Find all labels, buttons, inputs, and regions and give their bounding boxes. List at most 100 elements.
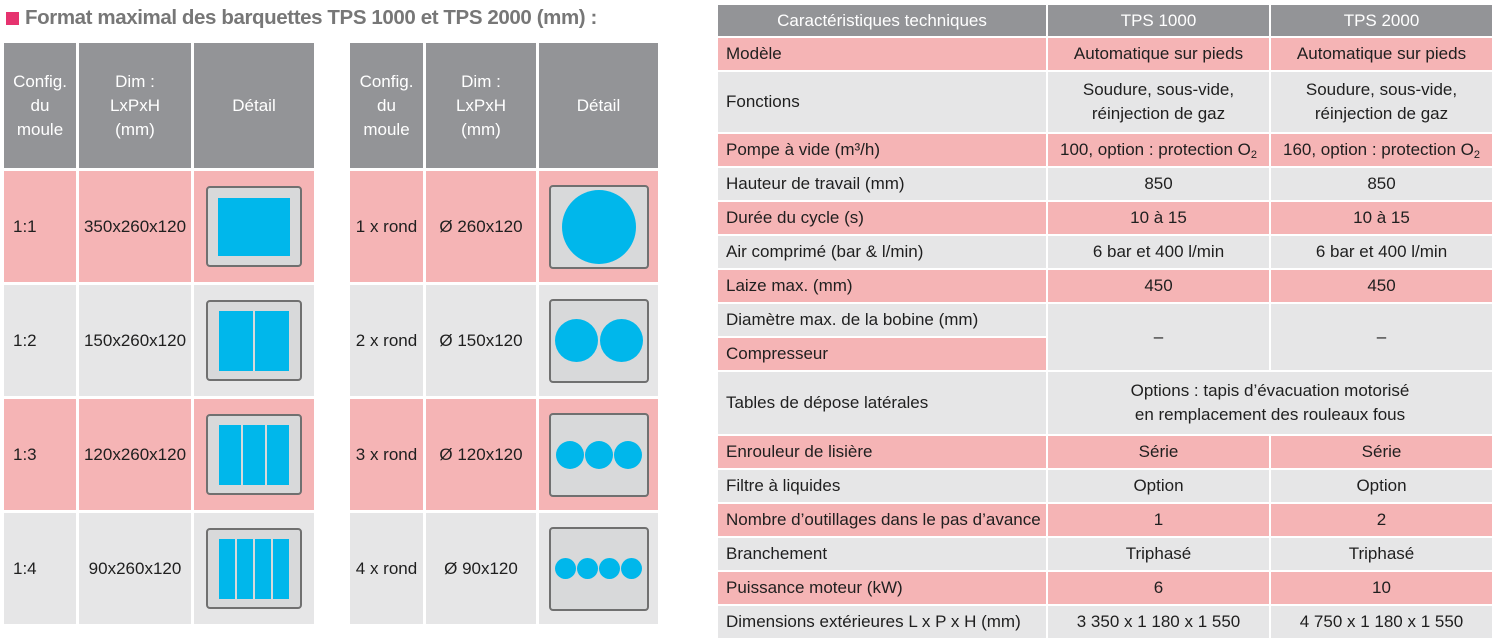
spec-value-tps1000: Automatique sur pieds: [1048, 38, 1269, 70]
detail-cell: [194, 171, 314, 282]
spec-label: Puissance moteur (kW): [718, 572, 1046, 604]
header-config: Config. du moule: [350, 43, 423, 168]
spec-label: Dimensions extérieures L x P x H (mm): [718, 606, 1046, 638]
detail-cell: [194, 399, 314, 510]
spec-value-tps2000: Automatique sur pieds: [1271, 38, 1492, 70]
spec-label: Fonctions: [718, 72, 1046, 132]
table-row: 1 x rond Ø 260x120: [350, 171, 658, 282]
table-row: Branchement Triphasé Triphasé: [718, 538, 1492, 570]
detail-cell: [194, 513, 314, 624]
spec-value-tps2000: 160, option : protection O2: [1271, 134, 1492, 166]
config-cell: 2 x rond: [350, 285, 423, 396]
spec-value-tps2000: Option: [1271, 470, 1492, 502]
config-cell: 1 x rond: [350, 171, 423, 282]
spec-value-tps1000: 10 à 15: [1048, 202, 1269, 234]
one-circle-icon: [548, 184, 649, 269]
spec-value-tps1000: 6: [1048, 572, 1269, 604]
config-cell: 1:2: [4, 285, 76, 396]
spec-value-tps2000: 4 750 x 1 180 x 1 550: [1271, 606, 1492, 638]
dim-cell: Ø 90x120: [426, 513, 536, 624]
specs-header-label: Caractéristiques techniques: [718, 5, 1046, 36]
spec-value-tps1000: Série: [1048, 436, 1269, 468]
table-row: 1:3 120x260x120: [4, 399, 314, 510]
spec-label: Enrouleur de lisière: [718, 436, 1046, 468]
table-row: Laize max. (mm) 450 450: [718, 270, 1492, 302]
spec-value-tps2000: 6 bar et 400 l/min: [1271, 236, 1492, 268]
technical-specs-table: Caractéristiques techniques TPS 1000 TPS…: [716, 3, 1494, 640]
three-circles-icon: [548, 412, 649, 497]
spec-value-tps2000: 10: [1271, 572, 1492, 604]
config-cell: 1:3: [4, 399, 76, 510]
spec-value-tps2000: –: [1271, 304, 1492, 370]
dim-cell: Ø 120x120: [426, 399, 536, 510]
page-title: Format maximal des barquettes TPS 1000 e…: [6, 5, 597, 31]
spec-value-tps1000: 850: [1048, 168, 1269, 200]
spec-label: Modèle: [718, 38, 1046, 70]
table-row: Pompe à vide (m³/h) 100, option : protec…: [718, 134, 1492, 166]
spec-label: Air comprimé (bar & l/min): [718, 236, 1046, 268]
specs-header-tps1000: TPS 1000: [1048, 5, 1269, 36]
table-row: 2 x rond Ø 150x120: [350, 285, 658, 396]
spec-value-tps2000: Série: [1271, 436, 1492, 468]
spec-value-tps2000: 850: [1271, 168, 1492, 200]
dim-cell: Ø 150x120: [426, 285, 536, 396]
spec-value-tps1000: 450: [1048, 270, 1269, 302]
spec-value-tps1000: 100, option : protection O2: [1048, 134, 1269, 166]
spec-value-tps1000: 6 bar et 400 l/min: [1048, 236, 1269, 268]
three-rectangles-icon: [206, 414, 302, 495]
spec-label: Filtre à liquides: [718, 470, 1046, 502]
title-bullet-icon: [6, 11, 19, 25]
spec-value-tps1000: Option: [1048, 470, 1269, 502]
config-cell: 4 x rond: [350, 513, 423, 624]
spec-label: Laize max. (mm): [718, 270, 1046, 302]
spec-value-tps1000: Triphasé: [1048, 538, 1269, 570]
table-row: 3 x rond Ø 120x120: [350, 399, 658, 510]
table-row: Modèle Automatique sur pieds Automatique…: [718, 38, 1492, 70]
spec-value-tps2000: 2: [1271, 504, 1492, 536]
spec-value-tps2000: Soudure, sous-vide, réinjection de gaz: [1271, 72, 1492, 132]
table-row: Durée du cycle (s) 10 à 15 10 à 15: [718, 202, 1492, 234]
table-row: Dimensions extérieures L x P x H (mm) 3 …: [718, 606, 1492, 638]
table-row: 1:1 350x260x120: [4, 171, 314, 282]
detail-cell: [539, 285, 658, 396]
table-row: Hauteur de travail (mm) 850 850: [718, 168, 1492, 200]
four-rectangles-icon: [206, 528, 302, 609]
spec-label: Tables de dépose latérales: [718, 372, 1046, 434]
spec-label: Hauteur de travail (mm): [718, 168, 1046, 200]
table-row: 1:4 90x260x120: [4, 513, 314, 624]
dim-cell: 120x260x120: [79, 399, 191, 510]
dim-cell: Ø 260x120: [426, 171, 536, 282]
dim-cell: 350x260x120: [79, 171, 191, 282]
table-row: Diamètre max. de la bobine (mm) – –: [718, 304, 1492, 370]
detail-cell: [539, 513, 658, 624]
spec-value-tps1000: 3 350 x 1 180 x 1 550: [1048, 606, 1269, 638]
spec-value-tps2000: 450: [1271, 270, 1492, 302]
header-detail: Détail: [539, 43, 658, 168]
single-rectangle-icon: [206, 186, 302, 267]
two-rectangles-icon: [206, 300, 302, 381]
round-moulds-table: Config. du moule Dim : LxPxH (mm) Détail…: [347, 40, 661, 627]
page-title-text: Format maximal des barquettes TPS 1000 e…: [25, 6, 597, 29]
spec-label: Diamètre max. de la bobine (mm): [718, 304, 1046, 336]
four-circles-icon: [548, 526, 649, 611]
spec-value-merged: Options : tapis d’évacuation motorisé en…: [1048, 372, 1492, 434]
config-cell: 3 x rond: [350, 399, 423, 510]
table-row: 4 x rond Ø 90x120: [350, 513, 658, 624]
spec-value-tps1000: –: [1048, 304, 1269, 370]
table-row: Compresseur: [718, 338, 1492, 370]
detail-cell: [539, 171, 658, 282]
table-row: Air comprimé (bar & l/min) 6 bar et 400 …: [718, 236, 1492, 268]
two-circles-icon: [548, 298, 649, 383]
table-row: Puissance moteur (kW) 6 10: [718, 572, 1492, 604]
dim-cell: 90x260x120: [79, 513, 191, 624]
table-row: Fonctions Soudure, sous-vide, réinjectio…: [718, 72, 1492, 132]
spec-value-tps1000: 1: [1048, 504, 1269, 536]
table-row: Filtre à liquides Option Option: [718, 470, 1492, 502]
spec-value-tps2000: 10 à 15: [1271, 202, 1492, 234]
spec-value-tps1000: Soudure, sous-vide, réinjection de gaz: [1048, 72, 1269, 132]
detail-cell: [539, 399, 658, 510]
header-dimensions: Dim : LxPxH (mm): [426, 43, 536, 168]
header-detail: Détail: [194, 43, 314, 168]
detail-cell: [194, 285, 314, 396]
rectangular-moulds-table: Config. du moule Dim : LxPxH (mm) Détail…: [1, 40, 317, 627]
